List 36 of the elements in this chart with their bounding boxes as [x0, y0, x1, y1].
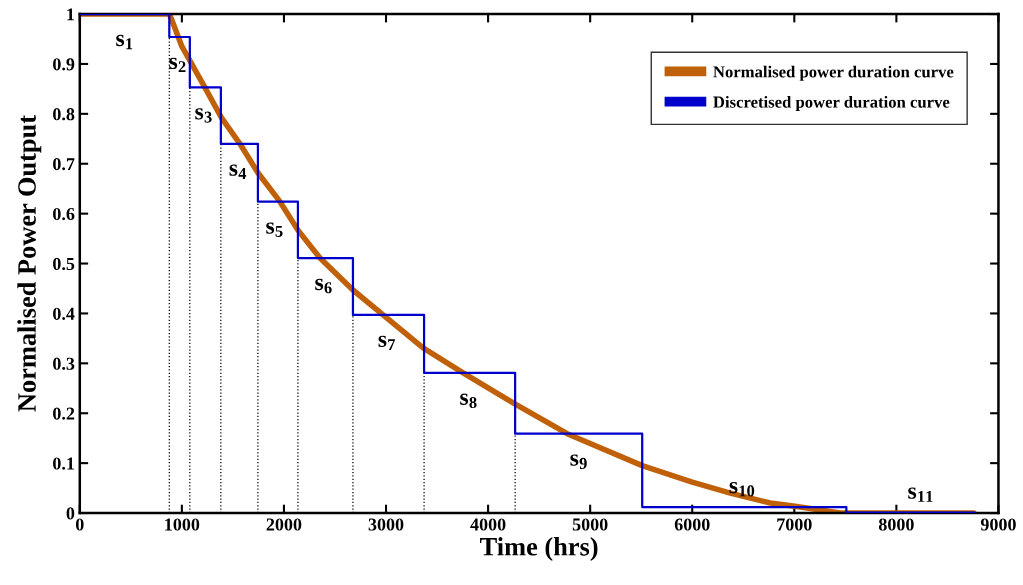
y-tick-label: 0.6	[53, 207, 75, 221]
y-tick-label: 0.3	[53, 357, 75, 370]
annotation: s$_{10}$	[729, 481, 755, 497]
legend-label: Discretised power duration curve	[713, 95, 950, 112]
y-tick-label: 1	[67, 8, 74, 21]
x-tick-label: 4000	[470, 518, 506, 531]
y-tick-label: 0.2	[53, 407, 75, 420]
annotation: s$_{9}$	[570, 454, 587, 469]
y-tick-label: 0.4	[53, 307, 75, 320]
legend-label: Normalised power duration curve	[713, 65, 954, 81]
annotation: s$_{6}$	[315, 278, 332, 294]
x-tick-label: 8000	[878, 518, 914, 531]
annotation: s$_{11}$	[908, 487, 933, 502]
y-tick-label: 0.7	[53, 158, 75, 171]
annotation: s$_{8}$	[460, 393, 477, 409]
y-tick-label: 0.9	[53, 58, 75, 71]
y-axis-title: Normalised Power Output	[17, 115, 42, 412]
x-tick-label: 0	[75, 518, 84, 531]
x-tick-label: 6000	[674, 518, 710, 531]
annotation: s$_{4}$	[229, 164, 247, 179]
x-axis-title: Time (hrs)	[480, 537, 598, 561]
annotation: s$_{5}$	[266, 222, 283, 237]
y-tick-label: 0.5	[53, 257, 75, 271]
annotation: s$_{3}$	[195, 108, 212, 123]
x-tick-label: 3000	[368, 518, 404, 531]
x-tick-label: 1000	[165, 518, 200, 531]
y-tick-label: 0.1	[53, 457, 74, 470]
x-tick-label: 2000	[266, 518, 302, 531]
y-tick-label: 0	[66, 507, 75, 520]
annotation: s$_{7}$	[378, 335, 396, 351]
x-tick-label: 5000	[572, 518, 608, 531]
annotation: s$_{2}$	[169, 57, 186, 73]
annotation: s$_{1}$	[116, 34, 133, 50]
x-tick-label: 9000	[980, 518, 1016, 531]
x-tick-label: 7000	[777, 518, 812, 531]
y-tick-label: 0.8	[53, 108, 75, 121]
